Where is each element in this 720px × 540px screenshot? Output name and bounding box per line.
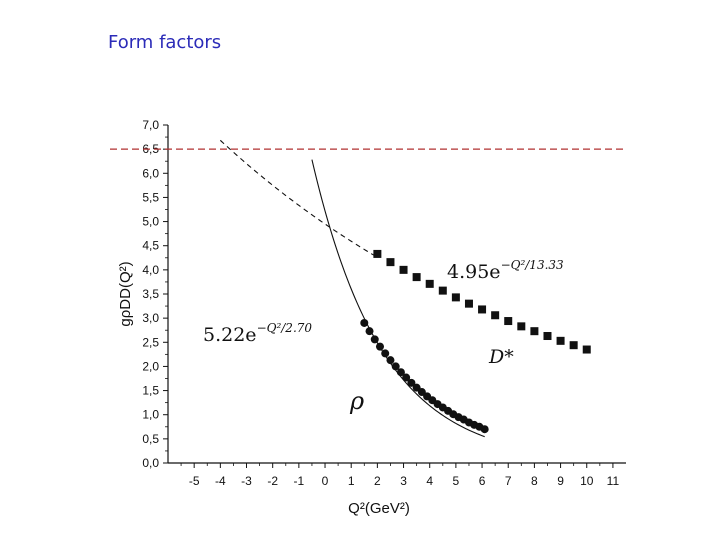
dstar-data-point — [491, 311, 500, 320]
dstar-data-point — [386, 258, 395, 267]
y-tick-label: 4,5 — [142, 239, 159, 253]
y-tick-label: 5,5 — [142, 190, 159, 204]
x-tick-label: 2 — [374, 474, 381, 488]
y-tick-label: 6,0 — [142, 166, 159, 180]
chart-labels: 5.22e−Q²/2.70 4.95e−Q²/13.33 D* ρ — [203, 258, 564, 415]
chart-axes: 0,0 0,5 1,0 1,5 2,0 2,5 3,0 3,5 4,0 4,5 5,0 5,5 6,0 6… — [117, 118, 626, 517]
y-tick-label: 3,5 — [142, 287, 159, 301]
dstar-data-point — [412, 273, 421, 282]
dstar-fit-label-base: 4.95e — [447, 261, 501, 283]
rho-data-point — [381, 349, 390, 358]
x-tick-label: 1 — [348, 474, 355, 488]
dstar-fit-label: 4.95e−Q²/13.33 — [447, 258, 564, 283]
y-tick-label: 6,5 — [142, 142, 159, 156]
dstar-series-label: D* — [488, 346, 514, 368]
dstar-data-point — [438, 286, 447, 295]
rho-data-point — [396, 368, 405, 377]
dstar-fit-label-exponent: −Q²/13.33 — [501, 258, 564, 272]
y-tick-label: 1,5 — [142, 384, 159, 398]
rho-data-point — [360, 318, 369, 327]
dstar-data-point — [451, 293, 460, 302]
dstar-fit-curve — [219, 139, 378, 258]
dstar-data-point — [543, 332, 552, 341]
data-markers — [360, 249, 591, 434]
rho-series-label: ρ — [349, 387, 364, 415]
y-tick-label: 0,0 — [142, 456, 159, 470]
y-axis-title: gρDD(Q²) — [117, 261, 134, 326]
rho-data-point — [365, 327, 374, 336]
dstar-data-point — [517, 322, 526, 331]
x-tick-label: -5 — [189, 474, 200, 488]
dstar-data-point — [373, 249, 382, 258]
x-tick-label: 3 — [400, 474, 407, 488]
x-tick-label: 4 — [426, 474, 433, 488]
x-tick-label: -3 — [241, 474, 252, 488]
rho-data-point — [375, 342, 384, 351]
x-tick-label: 6 — [479, 474, 486, 488]
y-tick-label: 2,5 — [142, 335, 159, 349]
rho-data-point — [402, 373, 411, 382]
x-tick-label: 9 — [557, 474, 564, 488]
y-tick-label: 3,0 — [142, 311, 159, 325]
y-tick-label: 5,0 — [142, 215, 159, 229]
rho-fit-label-exponent: −Q²/2.70 — [257, 321, 313, 335]
dstar-data-point — [504, 317, 513, 326]
y-tick-label: 2,0 — [142, 359, 159, 373]
rho-data-point — [386, 356, 395, 365]
rho-fit-label-base: 5.22e — [203, 324, 257, 346]
rho-data-point — [407, 378, 416, 387]
rho-data-point — [480, 425, 489, 434]
dstar-data-point — [399, 265, 408, 274]
x-tick-label: 0 — [322, 474, 329, 488]
x-axis-title: Q²(GeV²) — [348, 500, 410, 517]
dstar-data-point — [425, 279, 434, 288]
rho-fit-label: 5.22e−Q²/2.70 — [203, 321, 312, 346]
dstar-data-point — [478, 305, 487, 314]
slide-title: Form factors — [108, 32, 222, 53]
dstar-data-point — [556, 336, 565, 345]
x-tick-label: 8 — [531, 474, 538, 488]
x-tick-label: 10 — [580, 474, 594, 488]
y-tick-label: 7,0 — [142, 118, 159, 132]
x-tick-label: 11 — [607, 474, 620, 488]
rho-data-point — [370, 335, 379, 344]
rho-data-point — [391, 362, 400, 371]
x-tick-label: 5 — [453, 474, 460, 488]
dstar-data-point — [464, 299, 473, 308]
dstar-data-point — [530, 327, 539, 336]
x-tick-label: -2 — [267, 474, 278, 488]
x-tick-label: -4 — [215, 474, 226, 488]
y-tick-label: 4,0 — [142, 263, 159, 277]
x-tick-label: 7 — [505, 474, 512, 488]
dstar-data-point — [582, 345, 591, 354]
dstar-data-point — [569, 341, 578, 350]
y-tick-label: 1,0 — [142, 408, 159, 422]
x-tick-label: -1 — [294, 474, 305, 488]
y-tick-label: 0,5 — [142, 432, 159, 446]
